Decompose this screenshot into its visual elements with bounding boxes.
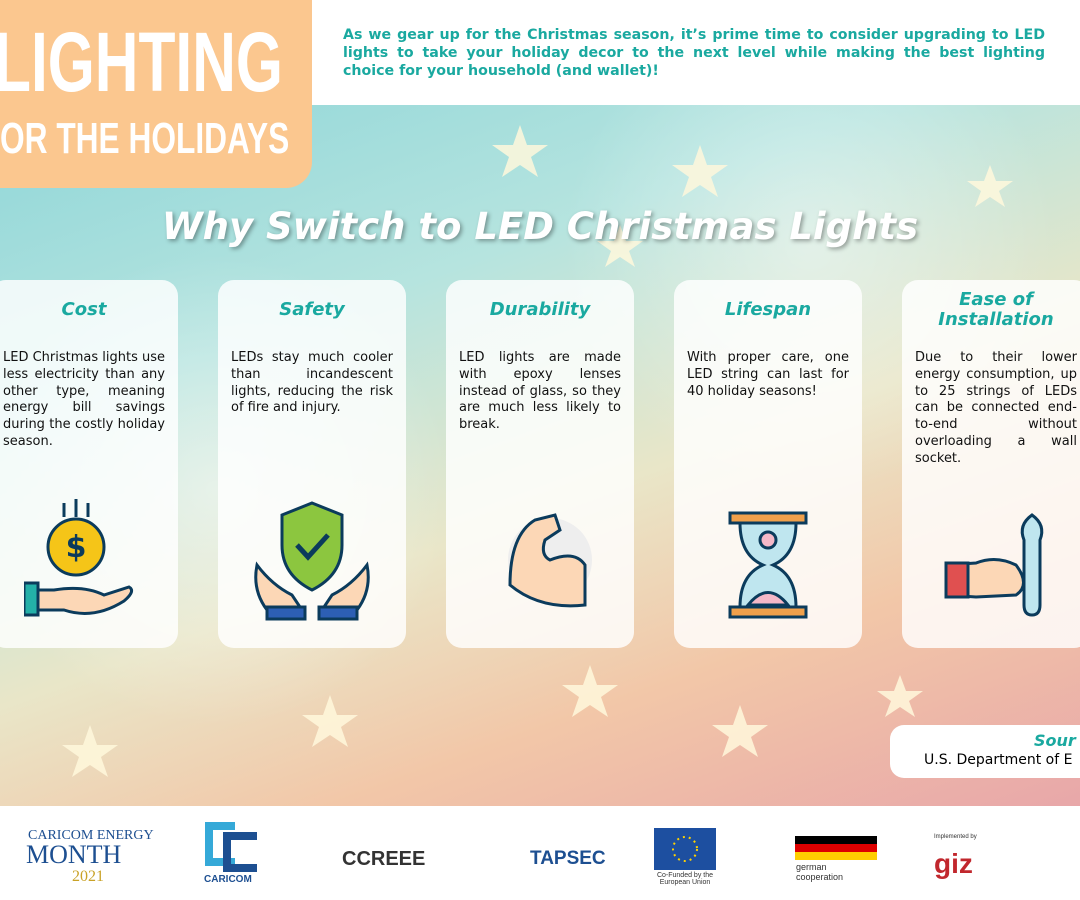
card: Ease of Installation Due to their lower … <box>902 280 1080 648</box>
source-label: Sour <box>1034 731 1076 750</box>
logo-text: MONTH <box>26 840 122 869</box>
star <box>562 665 618 717</box>
footer: CARICOM ENERGY MONTH 2021 CARICOM CCREEE… <box>0 806 1080 900</box>
card-body: LED lights are made with epoxy lenses in… <box>459 350 621 433</box>
star <box>967 165 1013 207</box>
eu-flag <box>654 828 716 870</box>
logo-text: Implemented by <box>934 834 977 840</box>
card-body: Due to their lower energy consumption, u… <box>915 350 1077 466</box>
card-body: LED Christmas lights use less electricit… <box>3 350 166 449</box>
card-body: LEDs stay much cooler than incandescent … <box>231 350 393 416</box>
star <box>302 695 358 747</box>
star <box>712 705 768 757</box>
logo-text: CARICOM <box>204 874 252 885</box>
title-sub: OR THE HOLIDAYS <box>0 114 290 163</box>
logo-text: Co-Funded by the European Union <box>656 872 714 886</box>
source-box: Sour U.S. Department of E <box>890 725 1080 778</box>
card: Lifespan With proper care, one LED strin… <box>674 280 862 648</box>
card-title: Durability <box>489 299 591 320</box>
logo-text: giz <box>934 848 973 879</box>
muscle-icon <box>508 513 592 608</box>
intro-text: As we gear up for the Christmas season, … <box>343 27 1045 79</box>
shield-icon <box>254 501 370 621</box>
title-panel <box>0 0 312 188</box>
card: Durability LED lights are made with epox… <box>446 280 634 648</box>
star <box>672 145 728 197</box>
german-flag <box>795 836 877 860</box>
card-title: Safety <box>279 299 345 320</box>
star <box>877 675 923 717</box>
logo-text: 2021 <box>72 868 104 885</box>
logo-text: CCREEE <box>342 848 426 870</box>
hourglass-icon <box>728 511 808 619</box>
caricom-mark <box>205 822 257 872</box>
money-icon: $ <box>24 499 134 617</box>
wrench-icon <box>944 513 1044 617</box>
star <box>492 125 548 177</box>
source-text: U.S. Department of E <box>924 752 1073 768</box>
star <box>597 225 643 267</box>
card: Cost LED Christmas lights use less elect… <box>0 280 178 648</box>
svg-text:$: $ <box>66 530 87 565</box>
star <box>62 725 118 777</box>
logo-text: german cooperation <box>796 862 844 882</box>
card: Safety LEDs stay much cooler than incand… <box>218 280 406 648</box>
card-body: With proper care, one LED string can las… <box>687 350 849 399</box>
stars <box>62 125 1013 777</box>
logo-text: CARICOM ENERGY <box>28 828 154 843</box>
card-title: Ease of Installation <box>938 289 1054 330</box>
card-title: Lifespan <box>724 299 812 320</box>
heading: Why Switch to LED Christmas Lights <box>161 205 919 248</box>
title-main: LIGHTING <box>0 15 283 109</box>
card-title: Cost <box>61 299 107 320</box>
logo-text: TAPSEC <box>530 848 606 869</box>
